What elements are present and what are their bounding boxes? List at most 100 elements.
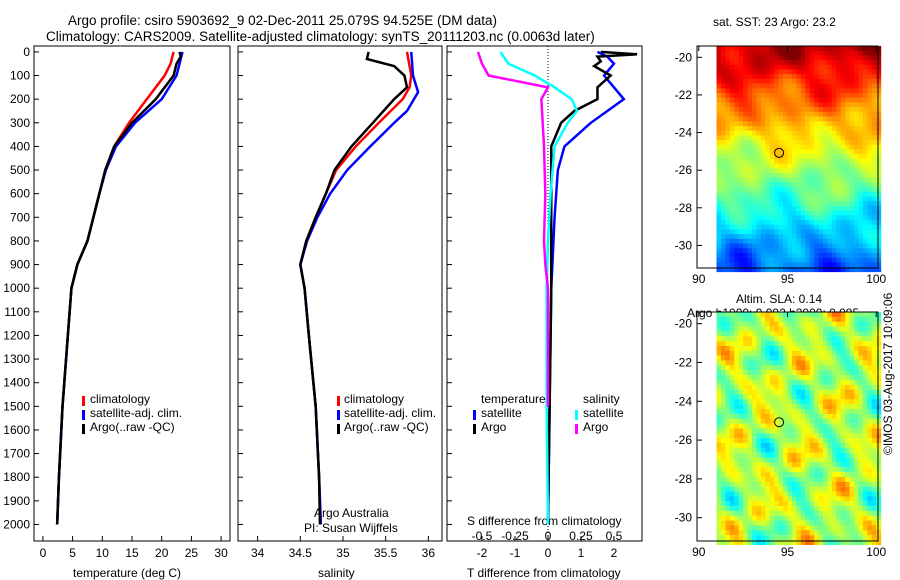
heatmap-cell xyxy=(756,107,762,113)
heatmap-cell xyxy=(778,540,784,545)
heatmap-cell xyxy=(845,163,851,169)
heatmap-cell xyxy=(725,346,731,351)
heatmap-cell xyxy=(725,447,731,453)
heatmap-cell xyxy=(809,126,815,131)
heatmap-cell xyxy=(743,201,749,207)
heatmap-cell xyxy=(774,64,780,70)
heatmap-cell xyxy=(796,257,802,263)
heatmap-cell xyxy=(716,252,722,258)
heatmap-cell xyxy=(809,360,815,366)
heatmap-cell xyxy=(796,331,802,337)
heatmap-cell xyxy=(858,413,864,419)
heatmap-cell xyxy=(862,423,868,429)
heatmap-cell xyxy=(818,46,824,51)
heatmap-cell xyxy=(734,341,740,347)
heatmap-cell xyxy=(818,154,824,160)
heatmap-cell xyxy=(743,111,749,117)
heatmap-cell xyxy=(796,60,802,66)
heatmap-cell xyxy=(796,384,802,390)
heatmap-cell xyxy=(721,452,726,458)
heatmap-cell xyxy=(796,501,802,507)
heatmap-cell xyxy=(778,55,784,61)
heatmap-cell xyxy=(778,243,784,249)
heatmap-cell xyxy=(809,331,815,337)
heatmap-cell xyxy=(814,46,820,51)
heatmap-cell xyxy=(716,88,722,94)
heatmap-cell xyxy=(738,210,744,216)
heatmap-cell xyxy=(752,379,757,385)
heatmap-cell xyxy=(836,384,842,390)
heatmap-cell xyxy=(862,510,868,516)
heatmap-cell xyxy=(734,321,740,327)
heatmap-cell xyxy=(738,196,744,202)
heatmap-cell xyxy=(854,267,859,273)
heatmap-cell xyxy=(716,46,722,51)
heatmap-cell xyxy=(827,224,833,230)
heatmap-cell xyxy=(765,384,771,390)
heatmap-cell xyxy=(756,97,762,103)
heatmap-cell xyxy=(876,46,882,51)
heatmap-cell xyxy=(721,220,726,225)
heatmap-cell xyxy=(729,154,735,160)
heatmap-cell xyxy=(858,433,864,439)
heatmap-cell xyxy=(760,491,766,497)
heatmap-cell xyxy=(734,428,740,434)
heatmap-cell xyxy=(840,486,846,492)
heatmap-cell xyxy=(876,234,882,240)
heatmap-cell xyxy=(734,413,740,419)
series-line-S-Argo xyxy=(476,51,550,407)
heatmap-cell xyxy=(840,177,846,183)
heatmap-cell xyxy=(721,389,726,395)
heatmap-cell xyxy=(760,515,766,521)
heatmap-cell xyxy=(738,111,744,117)
heatmap-cell xyxy=(836,64,842,70)
heatmap-cell xyxy=(814,389,820,395)
heatmap-cell xyxy=(858,173,864,178)
heatmap-cell xyxy=(814,491,820,497)
heatmap-cell xyxy=(774,428,780,434)
heatmap-cell xyxy=(752,346,757,351)
heatmap-cell xyxy=(791,438,797,444)
heatmap-cell xyxy=(849,375,855,381)
heatmap-cell xyxy=(743,496,749,502)
heatmap-cell xyxy=(818,168,824,174)
heatmap-cell xyxy=(721,520,726,526)
heatmap-cell xyxy=(818,88,824,94)
heatmap-cell xyxy=(845,467,851,473)
heatmap-cell xyxy=(876,423,882,429)
heatmap-cell xyxy=(716,321,722,327)
heatmap-cell xyxy=(845,93,851,98)
heatmap-cell xyxy=(836,126,842,131)
heatmap-cell xyxy=(778,215,784,221)
heatmap-cell xyxy=(721,187,726,193)
heatmap-cell xyxy=(783,69,789,75)
heatmap-cell xyxy=(752,457,757,463)
heatmap-cell xyxy=(862,177,868,183)
heatmap-cell xyxy=(836,69,842,75)
heatmap-cell xyxy=(814,229,820,235)
heatmap-cell xyxy=(871,74,877,80)
heatmap-cell xyxy=(871,447,877,453)
heatmap-cell xyxy=(778,438,784,444)
heatmap-cell xyxy=(823,60,828,66)
heatmap-cell xyxy=(734,409,740,414)
heatmap-cell xyxy=(849,384,855,390)
heatmap-cell xyxy=(721,83,726,89)
heatmap-cell xyxy=(791,154,797,160)
heatmap-cell xyxy=(871,163,877,169)
heatmap-cell xyxy=(774,540,780,545)
heatmap-cell xyxy=(876,355,882,361)
heatmap-cell xyxy=(840,154,846,160)
heatmap-cell xyxy=(849,182,855,188)
x-tick-label: 5 xyxy=(69,546,76,560)
heatmap-cell xyxy=(823,355,828,361)
heatmap-cell xyxy=(747,389,753,395)
heatmap-cell xyxy=(854,243,859,249)
heatmap-cell xyxy=(769,168,775,174)
heatmap-cell xyxy=(729,173,735,178)
heatmap-cell xyxy=(814,341,820,347)
heatmap-cell xyxy=(725,238,731,244)
heatmap-cell xyxy=(796,182,802,188)
heatmap-cell xyxy=(836,83,842,89)
heatmap-cell xyxy=(867,97,873,103)
